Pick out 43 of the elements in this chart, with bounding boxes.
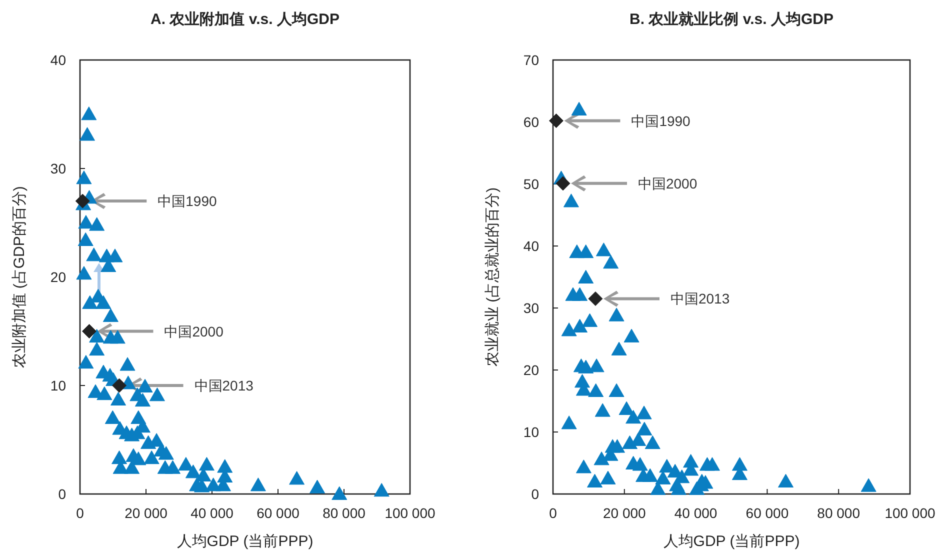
y-tick-label: 60 bbox=[523, 114, 540, 130]
point bbox=[75, 194, 90, 208]
x-tick-label: 0 bbox=[549, 505, 558, 521]
annotation: 中国1990 bbox=[631, 112, 691, 129]
y-tick-label: 50 bbox=[523, 176, 540, 192]
chart-title: A. 农业附加值 v.s. 人均GDP bbox=[150, 11, 340, 28]
point bbox=[548, 114, 564, 128]
y-tick-label: 20 bbox=[50, 269, 66, 285]
x-tick-label: 100 000 bbox=[884, 505, 936, 521]
point bbox=[588, 291, 603, 306]
x-tick-label: 20 000 bbox=[124, 505, 168, 521]
x-tick-label: 60 000 bbox=[256, 505, 300, 521]
annotation: 中国2000 bbox=[638, 175, 698, 192]
x-tick-label: 40 000 bbox=[190, 505, 234, 521]
y-tick-label: 0 bbox=[58, 486, 66, 502]
x-tick-label: 80 000 bbox=[322, 505, 366, 521]
annotation: 中国2013 bbox=[194, 378, 254, 394]
x-tick-label: 0 bbox=[76, 505, 84, 521]
point bbox=[112, 378, 127, 393]
y-tick-label: 40 bbox=[523, 238, 540, 254]
annotation: 中国1990 bbox=[158, 193, 217, 210]
y-tick-label: 40 bbox=[50, 52, 66, 68]
point bbox=[556, 176, 570, 191]
x-axis-title: 人均GDP (当前PPP) bbox=[663, 533, 800, 550]
x-axis-title: 人均GDP (当前PPP) bbox=[176, 533, 314, 550]
y-tick-label: 20 bbox=[523, 362, 540, 378]
y-tick-label: 30 bbox=[523, 300, 540, 316]
annotation: 中国2000 bbox=[164, 323, 224, 340]
y-tick-label: 10 bbox=[523, 424, 540, 440]
y-axis-title: 农业就业 (占总就业的百分) bbox=[484, 187, 501, 367]
y-tick-label: 30 bbox=[50, 160, 66, 176]
y-tick-label: 10 bbox=[50, 378, 66, 394]
point bbox=[82, 324, 96, 338]
y-axis-title: 农业附加值 (占GDP的百分) bbox=[11, 186, 28, 368]
x-tick-label: 60 000 bbox=[746, 505, 789, 521]
y-tick-label: 0 bbox=[531, 486, 540, 502]
x-tick-label: 80 000 bbox=[817, 505, 860, 521]
chart-title: B. 农业就业比例 v.s. 人均GDP bbox=[630, 11, 834, 28]
x-tick-label: 100 000 bbox=[384, 505, 436, 521]
annotation: 中国2013 bbox=[670, 290, 730, 307]
y-tick-label: 70 bbox=[523, 52, 540, 68]
x-tick-label: 20 000 bbox=[602, 505, 646, 521]
x-tick-label: 40 000 bbox=[674, 505, 718, 521]
